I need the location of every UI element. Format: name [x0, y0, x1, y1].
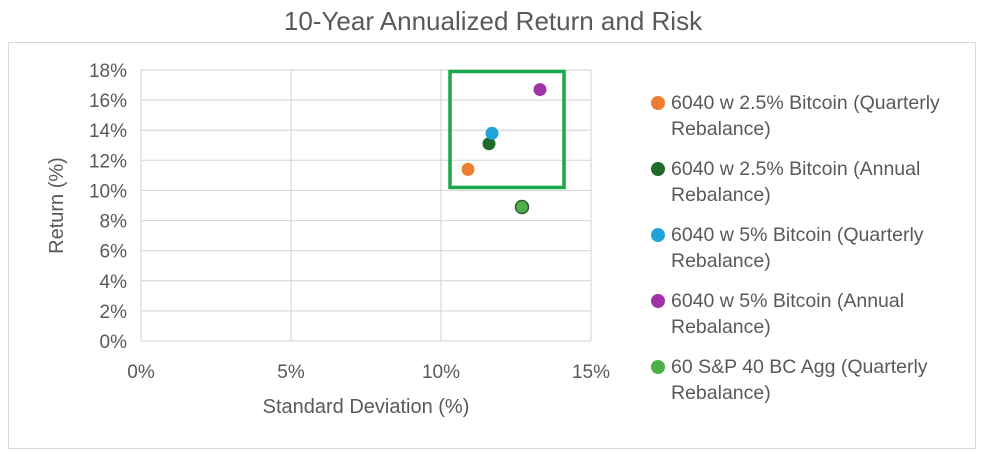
data-point — [514, 199, 530, 215]
legend-marker — [651, 96, 665, 110]
x-tick-label: 0% — [127, 362, 155, 383]
legend-label: 6040 w 2.5% Bitcoin (Annual Rebalance) — [671, 158, 921, 206]
y-tick-label: 0% — [100, 332, 128, 353]
data-points — [461, 83, 547, 215]
legend: 6040 w 2.5% Bitcoin (Quarterly Rebalance… — [651, 90, 971, 420]
y-tick-label: 16% — [89, 91, 127, 112]
legend-item: 6040 w 2.5% Bitcoin (Quarterly Rebalance… — [651, 90, 971, 142]
y-tick-label: 18% — [89, 61, 127, 82]
legend-item: 6040 w 5% Bitcoin (Annual Rebalance) — [651, 288, 971, 340]
legend-marker — [651, 294, 665, 308]
x-tick-label: 5% — [277, 362, 305, 383]
y-axis-title: Return (%) — [46, 157, 68, 254]
gridlines — [140, 69, 592, 342]
x-tick-label: 10% — [422, 362, 460, 383]
highlight-box — [448, 69, 566, 190]
tick-labels: 0% 2% 4% 6% 8% 10% 12% 14% 16% 18% 0% 5% 10% 15% — [89, 61, 610, 383]
legend-marker — [651, 162, 665, 176]
y-tick-label: 14% — [89, 121, 127, 142]
legend-label: 6040 w 5% Bitcoin (Quarterly Rebalance) — [671, 224, 924, 272]
x-axis-title: Standard Deviation (%) — [263, 396, 470, 418]
legend-label: 6040 w 2.5% Bitcoin (Quarterly Rebalance… — [671, 92, 940, 140]
y-tick-label: 8% — [100, 212, 128, 233]
x-tick-label: 15% — [572, 362, 610, 383]
legend-label: 60 S&P 40 BC Agg (Quarterly Rebalance) — [671, 356, 928, 404]
y-tick-label: 4% — [100, 272, 128, 293]
legend-item: 60 S&P 40 BC Agg (Quarterly Rebalance) — [651, 354, 971, 406]
y-tick-label: 6% — [100, 242, 128, 263]
legend-item: 6040 w 5% Bitcoin (Quarterly Rebalance) — [651, 222, 971, 274]
data-point — [482, 137, 496, 151]
legend-label: 6040 w 5% Bitcoin (Annual Rebalance) — [671, 290, 905, 338]
y-tick-label: 2% — [100, 302, 128, 323]
y-tick-label: 12% — [89, 151, 127, 172]
chart-area — [8, 42, 976, 449]
legend-marker — [651, 228, 665, 242]
legend-item: 6040 w 2.5% Bitcoin (Annual Rebalance) — [651, 156, 971, 208]
legend-marker — [651, 360, 665, 374]
data-point — [533, 83, 547, 97]
data-point — [485, 126, 499, 140]
highlight-box-layer — [448, 69, 566, 190]
data-point — [461, 162, 475, 176]
y-tick-label: 10% — [89, 181, 127, 202]
chart-title: 10-Year Annualized Return and Risk — [283, 6, 703, 36]
